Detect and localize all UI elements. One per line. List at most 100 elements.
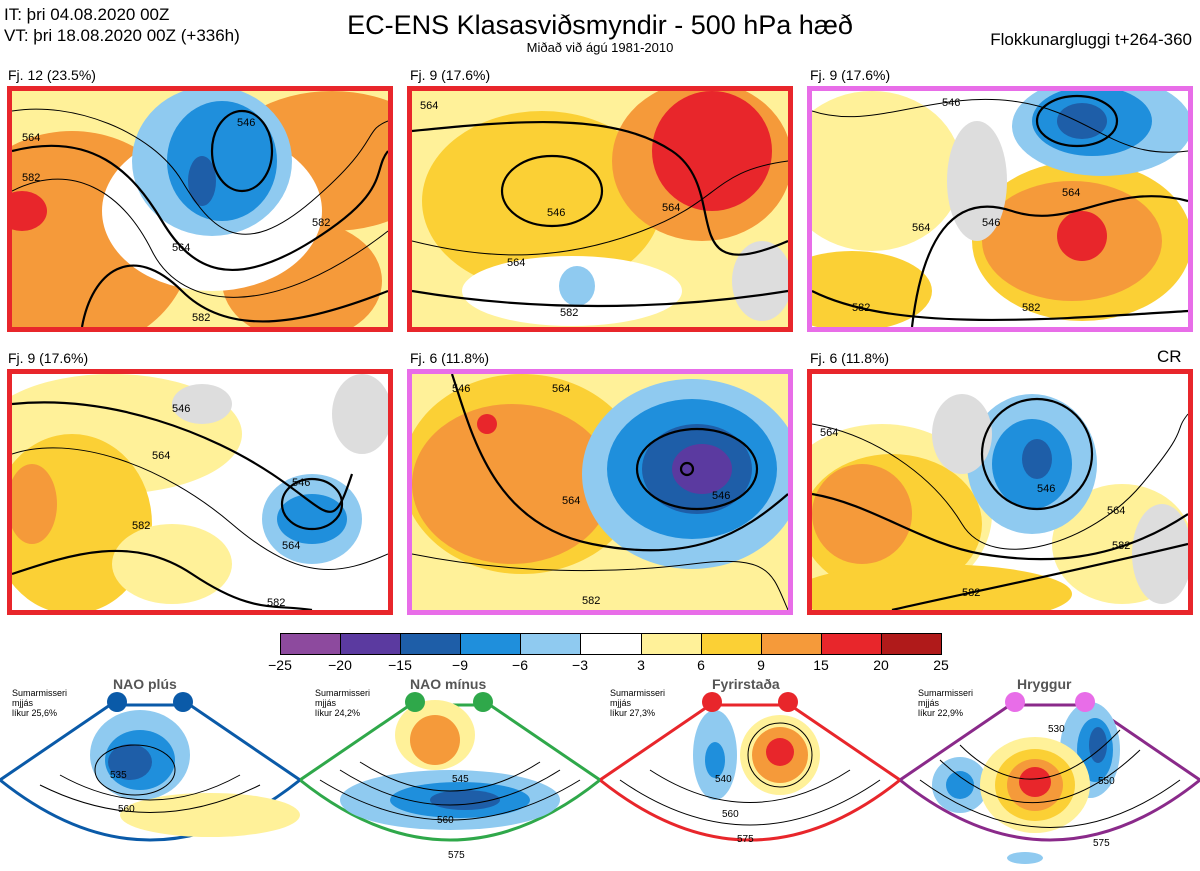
- page-subtitle: Miðað við ágú 1981-2010: [526, 40, 674, 55]
- contour-label: 582: [962, 587, 980, 599]
- regime-note-3: Sumarmisseri mjjás líkur 27,3%: [610, 688, 666, 718]
- contour-label: 575: [448, 850, 465, 861]
- contour-label: 564: [282, 540, 300, 552]
- contour-label: 550: [1098, 776, 1115, 787]
- contour-label: 575: [1093, 838, 1110, 849]
- contour-label: 564: [152, 450, 170, 462]
- cr-tag: CR: [1157, 347, 1182, 366]
- colorbar-tick: −20: [328, 657, 352, 673]
- regime-note-2: Sumarmisseri mjjás líkur 24,2%: [315, 688, 371, 718]
- panel-label-3: Fj. 9 (17.6%): [810, 67, 891, 83]
- cluster-map-6: 564 546 564 582 582: [807, 369, 1193, 615]
- contour-label: 546: [237, 117, 255, 129]
- valid-time: VT: þri 18.08.2020 00Z (+336h): [4, 26, 240, 45]
- regime-title-3: Fyrirstaða: [712, 676, 780, 692]
- contour-label: 545: [452, 774, 469, 785]
- colorbar-segment: [281, 634, 342, 654]
- regime-title-1: NAO plús: [113, 676, 177, 692]
- colorbar-tick: −9: [452, 657, 468, 673]
- colorbar-segment: [641, 634, 702, 654]
- colorbar-tick: 3: [637, 657, 645, 673]
- panel-label-2: Fj. 9 (17.6%): [410, 67, 491, 83]
- contour-label: 564: [172, 242, 190, 254]
- panel-label-4: Fj. 9 (17.6%): [8, 350, 89, 366]
- colorbar-segment: [341, 634, 402, 654]
- contour-label: 546: [172, 403, 190, 415]
- regime-title-4: Hryggur: [1017, 676, 1072, 692]
- contour-label: 560: [118, 804, 135, 815]
- page-title: EC-ENS Klasasviðsmyndir - 500 hPa hæð: [347, 10, 853, 40]
- contour-label: 546: [547, 207, 565, 219]
- colorbar: [280, 633, 942, 655]
- regime-map-4: 530 550 575: [900, 692, 1200, 864]
- colorbar-segment: [581, 634, 642, 654]
- contour-label: 582: [267, 597, 285, 609]
- colorbar-tick: 25: [933, 657, 949, 673]
- colorbar-tick: 20: [873, 657, 889, 673]
- contour-label: 560: [437, 815, 454, 826]
- contour-label: 582: [312, 217, 330, 229]
- regime-map-3: 540 560 575: [600, 692, 900, 845]
- header-left: IT: þri 04.08.2020 00Z VT: þri 18.08.202…: [4, 4, 240, 46]
- contour-label: 546: [452, 383, 470, 395]
- contour-label: 564: [820, 427, 838, 439]
- contour-label: 582: [1022, 302, 1040, 314]
- contour-label: 582: [22, 172, 40, 184]
- cluster-map-3: 546 564 546 564 582 582: [807, 86, 1193, 332]
- regime-title-2: NAO mínus: [410, 676, 487, 692]
- regime-dot: [1075, 692, 1095, 712]
- regime-dot: [702, 692, 722, 712]
- contour-label: 564: [912, 222, 930, 234]
- regime-dot: [1005, 692, 1025, 712]
- cluster-map-2: 564 546 564 564 582: [407, 86, 793, 332]
- contour-label: 560: [722, 809, 739, 820]
- contour-label: 546: [712, 490, 730, 502]
- colorbar-segment: [701, 634, 762, 654]
- colorbar-tick: −6: [512, 657, 528, 673]
- contour-label: 546: [982, 217, 1000, 229]
- contour-label: 564: [552, 383, 570, 395]
- colorbar-segment: [761, 634, 822, 654]
- contour-label: 575: [737, 834, 754, 845]
- classification-window: Flokkunargluggi t+264-360: [990, 30, 1192, 49]
- regime-note-4: Sumarmisseri mjjás líkur 22,9%: [918, 688, 974, 718]
- init-time: IT: þri 04.08.2020 00Z: [4, 5, 170, 24]
- contour-label: 582: [1112, 540, 1130, 552]
- cluster-map-1: 546 564 582 564 582 582: [7, 86, 393, 332]
- colorbar-tick: 6: [697, 657, 705, 673]
- regime-dot: [778, 692, 798, 712]
- colorbar-tick: 9: [757, 657, 765, 673]
- colorbar-tick: −15: [388, 657, 412, 673]
- colorbar-tick: −3: [572, 657, 588, 673]
- contour-label: 546: [1037, 483, 1055, 495]
- colorbar-segment: [521, 634, 582, 654]
- colorbar-segment: [401, 634, 462, 654]
- regime-dot: [107, 692, 127, 712]
- contour-label: 582: [582, 595, 600, 607]
- panel-label-5: Fj. 6 (11.8%): [410, 350, 490, 366]
- colorbar-segment: [821, 634, 882, 654]
- contour-label: 564: [507, 257, 525, 269]
- regime-map-2: 545 560 575: [300, 692, 600, 861]
- cluster-map-4: 546 564 582 546 564 582: [7, 369, 393, 615]
- contour-label: 546: [942, 97, 960, 109]
- regime-dot: [473, 692, 493, 712]
- contour-label: 546: [292, 477, 310, 489]
- colorbar-tick: −25: [268, 657, 292, 673]
- contour-label: 530: [1048, 724, 1065, 735]
- regime-note-1: Sumarmisseri mjjás líkur 25,6%: [12, 688, 68, 718]
- contour-label: 564: [420, 100, 438, 112]
- contour-label: 564: [1107, 505, 1125, 517]
- cluster-map-5: 546 564 546 564 582: [407, 369, 793, 615]
- regime-dot: [405, 692, 425, 712]
- contour-label: 564: [1062, 187, 1080, 199]
- panel-label-1: Fj. 12 (23.5%): [8, 67, 96, 83]
- contour-label: 535: [110, 770, 127, 781]
- contour-label: 540: [715, 774, 732, 785]
- colorbar-segment: [881, 634, 942, 654]
- contour-label: 582: [560, 307, 578, 319]
- colorbar-segment: [461, 634, 522, 654]
- regime-dot: [173, 692, 193, 712]
- regime-map-1: 535 560: [0, 692, 300, 842]
- contour-label: 582: [852, 302, 870, 314]
